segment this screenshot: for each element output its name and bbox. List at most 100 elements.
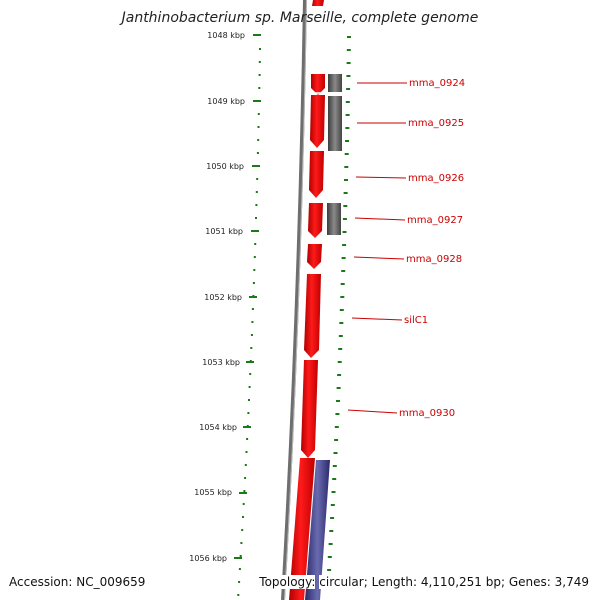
gc-skew-dot [346, 49, 351, 51]
scale-label: 1049 kbp [207, 97, 245, 106]
accession-info: Accession: NC_009659 [9, 575, 146, 589]
gc-skew-dot [335, 413, 340, 415]
cds-bottom [289, 458, 315, 600]
gc-skew-track-right [327, 36, 351, 571]
gc-skew-dot [332, 478, 337, 480]
gc-skew-dot [344, 153, 349, 155]
gc-skew-dot [248, 386, 251, 388]
gc-skew-dot [343, 205, 348, 207]
gc-skew-dot [327, 569, 332, 571]
gc-skew-dot [251, 308, 254, 310]
gc-skew-dot [346, 88, 351, 90]
gene-label-mma-0924: mma_0924 [409, 78, 465, 89]
gc-skew-dot [258, 87, 261, 89]
gc-skew-dot [250, 347, 253, 349]
gc-skew-dot [256, 165, 259, 167]
gc-skew-dot [346, 62, 351, 64]
gc-skew-dot [242, 503, 245, 505]
gc-skew-dot [340, 283, 345, 285]
gc-skew-dot [250, 334, 253, 336]
gc-skew-dot [254, 243, 257, 245]
gc-skew-dot [331, 491, 336, 493]
gc-skew-dot [252, 282, 255, 284]
gc-skew-dot [330, 504, 335, 506]
gc-skew-dot [344, 179, 348, 181]
leader-mma-0930 [347, 409, 398, 414]
scale-label: 1056 kbp [189, 554, 227, 563]
gc-skew-dot [243, 490, 246, 492]
gc-skew-dot [238, 581, 241, 583]
length-label: Length: [371, 575, 418, 589]
gc-skew-dot [346, 75, 351, 77]
gc-skew-dot [257, 126, 260, 128]
backbone-arc-highlight [284, 0, 307, 600]
leader-mma-0926 [355, 176, 407, 179]
gc-skew-dot [345, 101, 350, 103]
topology-value: circular; [319, 575, 368, 589]
genome-summary: Topology: circular; Length: 4,110,251 bp… [259, 575, 589, 589]
gc-skew-dot [338, 335, 343, 337]
gc-skew-dot [257, 113, 260, 115]
gray-feature-1 [328, 74, 342, 92]
gray-feature-2 [328, 96, 342, 151]
gc-skew-dot [347, 36, 351, 38]
gc-skew-dot [249, 373, 252, 375]
gc-skew-dot [256, 152, 259, 154]
cds-mma-0925 [310, 95, 325, 148]
scale-label: 1055 kbp [194, 488, 232, 497]
accession-value: NC_009659 [76, 575, 146, 589]
gray-feature-3 [327, 203, 341, 235]
gc-skew-dot [341, 270, 346, 272]
gc-skew-dot [251, 321, 254, 323]
gc-skew-dot [328, 543, 333, 545]
gc-skew-dot [339, 322, 344, 324]
gc-skew-dot [255, 217, 257, 219]
cds-mma-0930 [301, 360, 318, 458]
topology-label: Topology: [259, 575, 316, 589]
scale-label: 1053 kbp [202, 358, 240, 367]
gc-skew-dot [259, 48, 261, 50]
gc-skew-dot [337, 361, 342, 363]
gc-skew-dot [339, 309, 344, 311]
gc-skew-dot [258, 61, 261, 63]
gc-skew-dot [244, 464, 247, 466]
gc-skew-dot [246, 425, 249, 427]
gc-skew-dot [255, 204, 258, 206]
gc-skew-dot [253, 269, 256, 271]
gc-skew-dot [327, 556, 332, 558]
gene-label-mma-0926: mma_0926 [408, 173, 464, 184]
cds-silC1 [304, 274, 321, 358]
gc-skew-dot [342, 231, 347, 233]
accession-label: Accession: [9, 575, 73, 589]
gc-skew-dot [244, 477, 247, 479]
gene-label-mma-0930: mma_0930 [399, 408, 455, 419]
gc-skew-dot [239, 555, 242, 557]
gc-skew-dot [334, 426, 339, 428]
gc-skew-dot [340, 296, 345, 298]
gc-skew-dot [240, 542, 243, 544]
gc-skew-dot [334, 439, 339, 441]
gc-skew-dot [329, 530, 334, 532]
leader-mma-0928 [353, 256, 405, 260]
gc-skew-dot [333, 452, 338, 454]
gc-skew-dot [245, 451, 248, 453]
gc-skew-dot [241, 529, 244, 531]
gc-skew-dot [258, 74, 261, 76]
gc-skew-dot [343, 192, 348, 194]
cds-mma-0927 [308, 203, 323, 238]
cds-top-fragment [312, 0, 324, 6]
scale-label: 1052 kbp [204, 293, 242, 302]
blue-feature [305, 460, 330, 600]
gc-skew-dot [248, 399, 250, 401]
backbone-arc [281, 0, 307, 600]
gc-skew-dot [345, 140, 349, 142]
scale-label: 1051 kbp [205, 227, 243, 236]
gc-skew-dot [246, 438, 249, 440]
gc-skew-dot [345, 127, 350, 129]
length-value: 4,110,251 bp; [420, 575, 506, 589]
gc-skew-dot [330, 517, 335, 519]
gc-skew-dot [342, 218, 347, 220]
scale-label: 1050 kbp [206, 162, 244, 171]
gc-skew-dot [257, 139, 260, 141]
